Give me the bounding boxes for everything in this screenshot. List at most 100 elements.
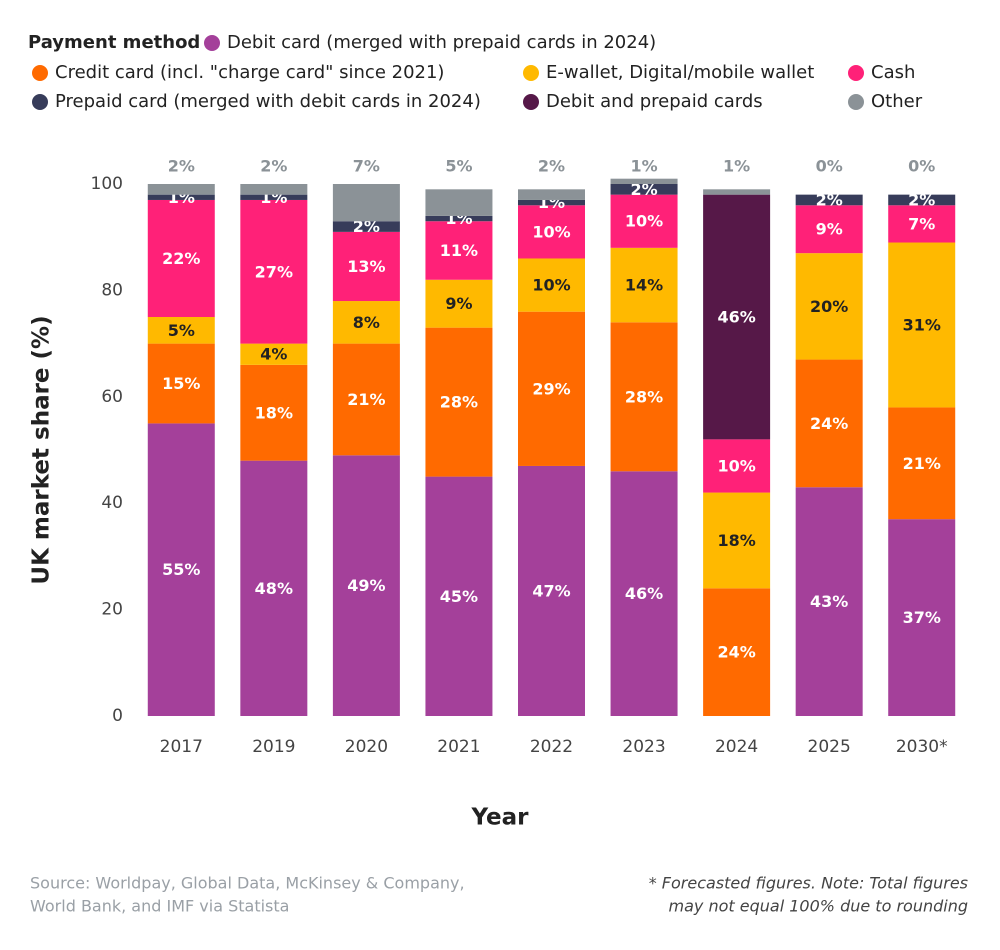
value-label: 49% <box>347 576 385 595</box>
bar-segment <box>795 253 863 360</box>
bar-segment <box>518 258 585 312</box>
value-label: 0% <box>816 157 843 176</box>
value-label: 10% <box>532 222 570 241</box>
value-label: 1% <box>630 157 657 176</box>
value-label: 24% <box>717 643 755 662</box>
bar-segment <box>610 247 678 323</box>
y-tick-label: 40 <box>101 493 123 513</box>
bar-segment <box>518 189 585 200</box>
bar-segment <box>147 184 215 195</box>
value-label: 2% <box>538 157 565 176</box>
x-tick-label: 2023 <box>622 737 665 757</box>
bar-segment <box>425 189 493 216</box>
x-tick-label: 2020 <box>345 737 388 757</box>
value-label: 2% <box>816 190 843 209</box>
value-label: 2% <box>630 180 657 199</box>
value-label: 1% <box>723 157 750 176</box>
value-label: 2% <box>353 217 380 236</box>
bar-segment <box>888 205 956 243</box>
bar-segment <box>703 189 771 195</box>
y-axis-title: UK market share (%) <box>29 315 55 584</box>
bar-segment <box>703 588 771 716</box>
value-label: 43% <box>810 592 848 611</box>
value-label: 37% <box>903 608 941 627</box>
bar-segment <box>425 327 493 477</box>
x-tick-label: 2025 <box>808 737 851 757</box>
bar-segment <box>518 465 585 716</box>
bar-segment <box>425 215 493 222</box>
y-tick-label: 60 <box>101 387 123 407</box>
value-label: 20% <box>810 297 848 316</box>
legend-label: Credit card (incl. "charge card" since 2… <box>55 62 444 83</box>
value-label: 28% <box>625 387 663 406</box>
y-tick-label: 100 <box>91 174 123 194</box>
legend-label: Cash <box>871 62 915 83</box>
value-label: 2% <box>908 190 935 209</box>
value-label: 4% <box>260 345 287 364</box>
value-label: 10% <box>532 276 570 295</box>
value-label: 10% <box>717 456 755 475</box>
x-tick-label: 2019 <box>252 737 295 757</box>
legend-label: Prepaid card (merged with debit cards in… <box>55 91 481 112</box>
legend-label: Debit and prepaid cards <box>546 91 763 112</box>
value-label: 2% <box>260 157 287 176</box>
bar-segment <box>147 343 215 424</box>
value-label: 47% <box>532 581 570 600</box>
value-label: 18% <box>255 403 293 422</box>
value-label: 10% <box>625 212 663 231</box>
bar-segment <box>795 194 863 206</box>
bar-segment <box>147 194 215 200</box>
bar-segment <box>332 455 400 716</box>
bar-segment <box>332 301 400 344</box>
x-tick-label: 2024 <box>715 737 758 757</box>
bar-segment <box>518 311 585 466</box>
legend-swatch <box>848 94 864 110</box>
bar-segment <box>332 184 400 222</box>
legend-label: E-wallet, Digital/mobile wallet <box>546 62 814 83</box>
value-label: 14% <box>625 276 663 295</box>
bar-segment <box>147 317 215 344</box>
value-label: 27% <box>255 262 293 281</box>
x-axis-title: Year <box>470 805 529 831</box>
bar-segment <box>240 199 308 344</box>
value-label: 7% <box>353 157 380 176</box>
y-tick-label: 0 <box>112 706 123 726</box>
legend-swatch <box>32 94 48 110</box>
bar-segment <box>518 205 585 259</box>
bar-segment <box>240 460 308 716</box>
bar-segment <box>703 439 771 493</box>
value-label: 9% <box>816 220 843 239</box>
bar-segment <box>795 359 863 488</box>
value-label: 5% <box>445 157 472 176</box>
x-tick-label: 2021 <box>437 737 480 757</box>
bar-segment <box>888 242 956 408</box>
y-tick-label: 80 <box>101 280 123 300</box>
bar-segment <box>425 476 493 716</box>
source-line: World Bank, and IMF via Statista <box>30 897 289 916</box>
bar-segment <box>703 194 771 440</box>
value-label: 46% <box>717 308 755 327</box>
value-label: 24% <box>810 414 848 433</box>
bar-segment <box>240 364 308 461</box>
bar-segment <box>610 322 678 472</box>
value-label: 22% <box>162 249 200 268</box>
legend-title: Payment method <box>28 32 200 53</box>
bar-segment <box>147 199 215 317</box>
bar-segment <box>332 221 400 232</box>
bar-segment <box>610 194 678 248</box>
value-label: 13% <box>347 257 385 276</box>
bar-segment <box>795 487 863 716</box>
bar-segment <box>240 343 308 365</box>
legend-swatch <box>204 35 220 51</box>
bar-segment <box>332 343 400 456</box>
value-label: 31% <box>903 315 941 334</box>
bar-segment <box>888 519 956 716</box>
bar-segment <box>332 231 400 302</box>
value-label: 28% <box>440 393 478 412</box>
value-label: 55% <box>162 560 200 579</box>
bar-segment <box>610 471 678 716</box>
footnote-line: * Forecasted figures. Note: Total figure… <box>649 874 968 893</box>
value-label: 18% <box>717 531 755 550</box>
value-label: 45% <box>440 587 478 606</box>
legend-label: Debit card (merged with prepaid cards in… <box>227 32 656 53</box>
